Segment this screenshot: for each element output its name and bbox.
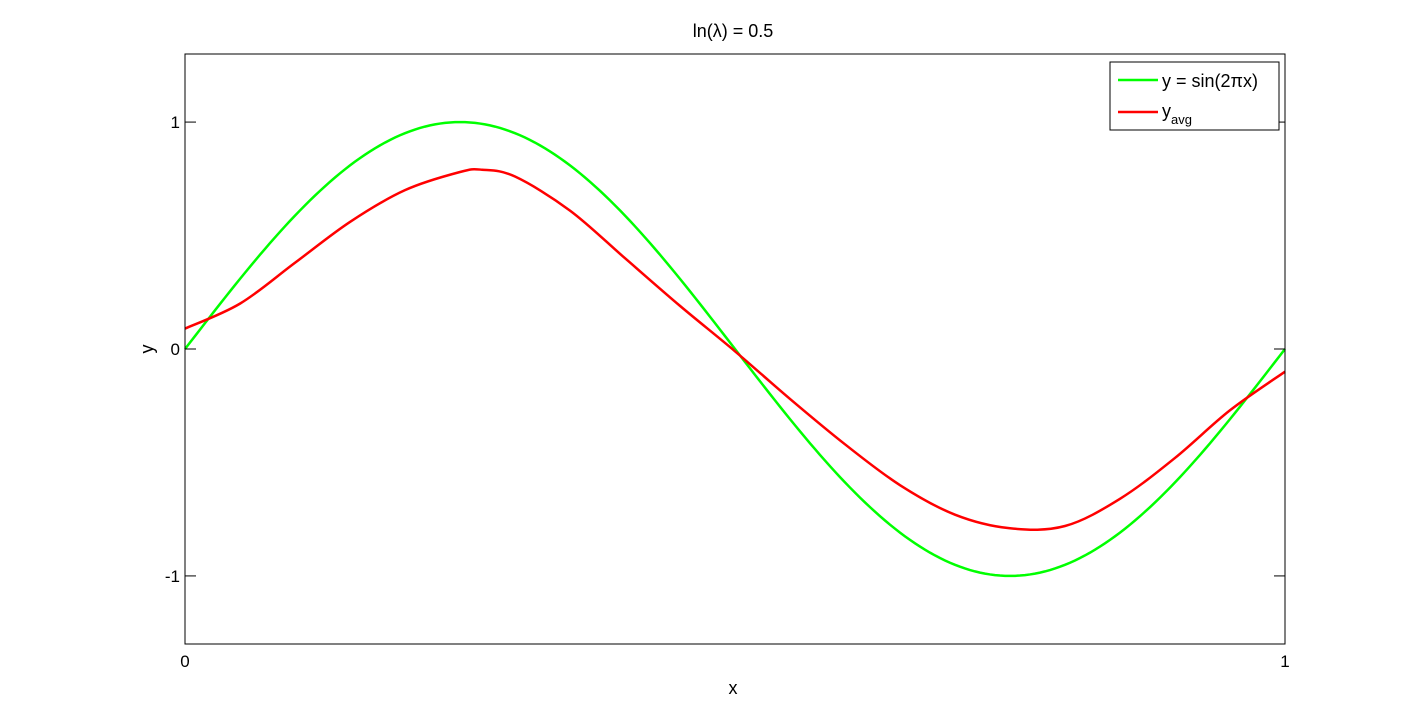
- legend-label-avg-main: y: [1162, 101, 1171, 121]
- legend: y = sin(2πx) yavg: [1109, 61, 1280, 131]
- series-line-sin: [184, 120, 1286, 578]
- x-tick-label: 0: [180, 652, 189, 671]
- legend-label-sin: y = sin(2πx): [1162, 71, 1258, 91]
- y-tick-label: -1: [165, 567, 180, 586]
- series-layer: [184, 120, 1286, 578]
- legend-label-avg: yavg: [1162, 101, 1192, 127]
- y-tick-label: 1: [171, 113, 180, 132]
- series-line-avg: [184, 167, 1286, 531]
- x-axis-label: x: [729, 678, 738, 698]
- legend-box: [1109, 61, 1280, 131]
- y-tick-label: 0: [171, 340, 180, 359]
- y-axis-label: y: [137, 345, 157, 354]
- x-tick-label: 1: [1280, 652, 1289, 671]
- legend-label-avg-subscript: avg: [1171, 112, 1192, 127]
- chart-title: ln(λ) = 0.5: [693, 21, 774, 41]
